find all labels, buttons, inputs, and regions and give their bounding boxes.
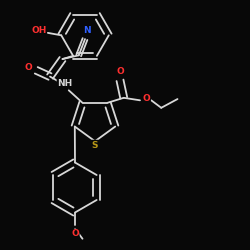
Text: O: O — [71, 229, 79, 238]
Text: OH: OH — [31, 26, 46, 35]
Text: S: S — [92, 140, 98, 149]
Text: O: O — [24, 63, 32, 72]
Text: N: N — [83, 26, 91, 35]
Text: O: O — [142, 94, 150, 103]
Text: NH: NH — [58, 79, 73, 88]
Text: O: O — [116, 67, 124, 76]
